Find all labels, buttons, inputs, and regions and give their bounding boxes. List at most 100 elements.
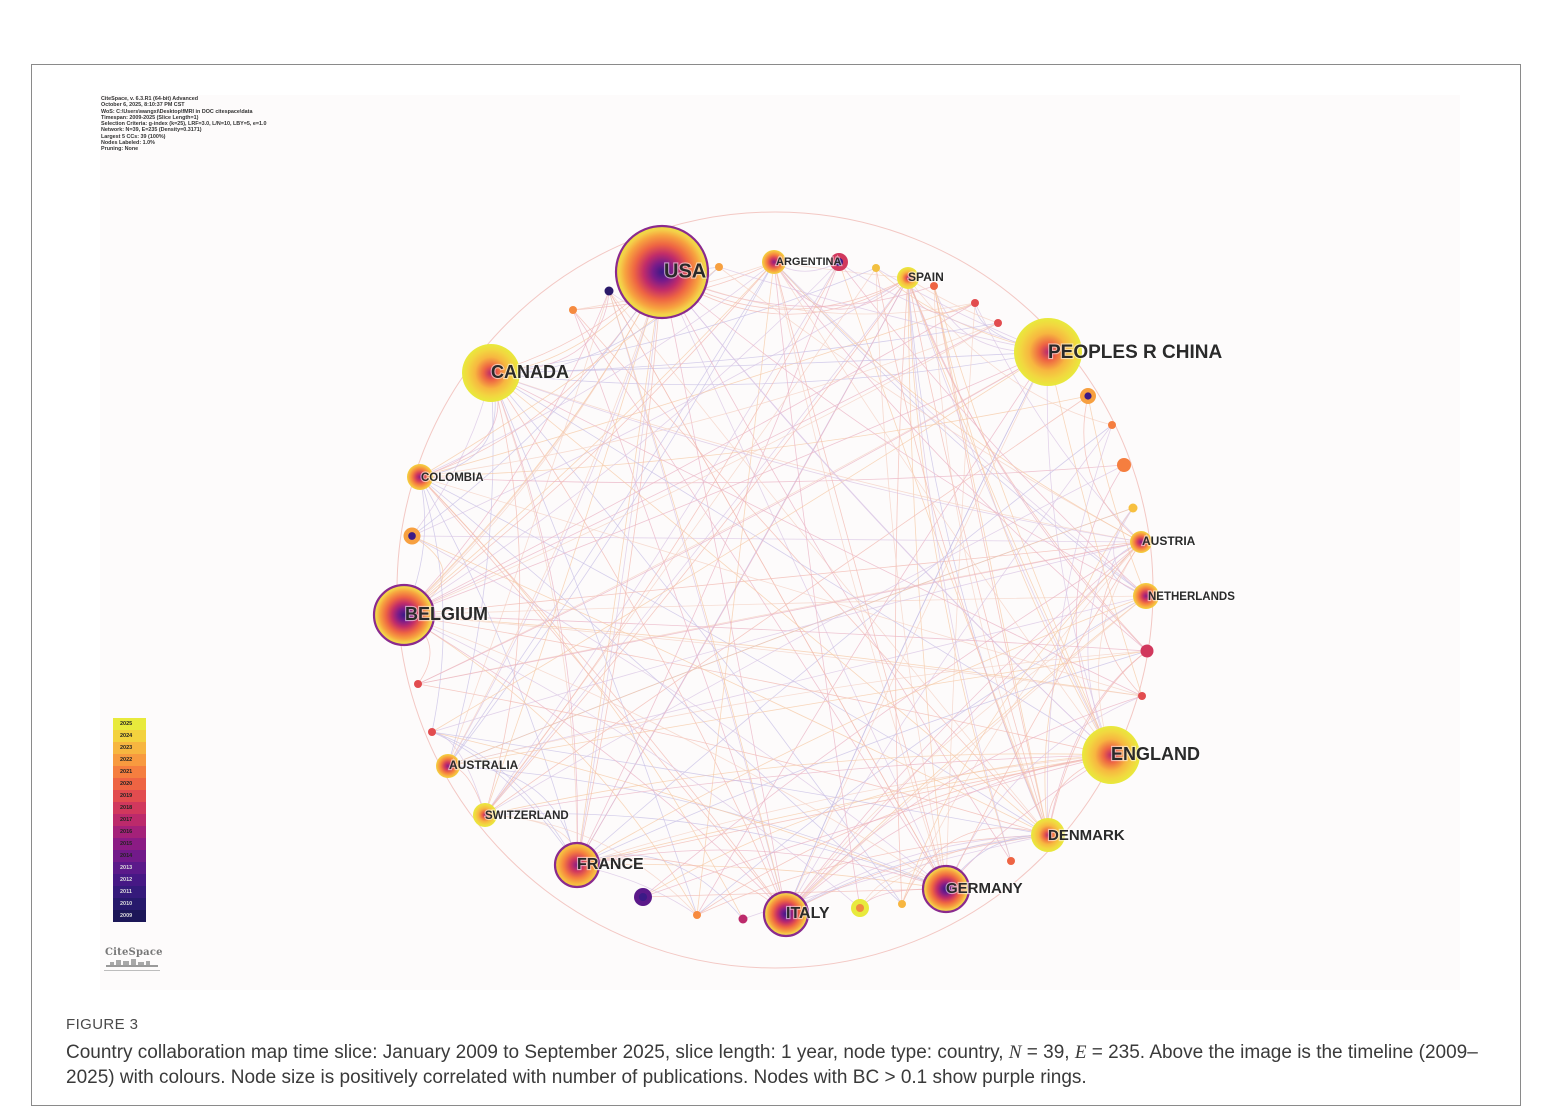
collaboration-edge <box>447 271 663 767</box>
collaboration-edge <box>576 754 1112 866</box>
collaboration-edge <box>490 372 1049 836</box>
country-node-small <box>930 282 938 290</box>
collaboration-edge <box>661 271 787 915</box>
collaboration-edge <box>576 261 840 866</box>
country-label-germany: GERMANY <box>946 880 1023 897</box>
collaboration-edge <box>576 271 663 866</box>
collaboration-edge <box>933 285 1112 756</box>
meta-line: October 6, 2025, 8:10:37 PM CST <box>101 102 185 109</box>
country-node-usa <box>614 224 710 320</box>
collaboration-edge <box>907 277 1012 862</box>
collaboration-edge <box>576 271 663 866</box>
country-label-belgium: BELGIUM <box>405 604 488 624</box>
meta-line: Selection Criteria: g-index (k=25), LRF=… <box>101 121 267 128</box>
collaboration-edge <box>661 271 1147 597</box>
legend-year-2019: 2019 <box>113 790 146 802</box>
collaboration-edge <box>773 261 1148 652</box>
network-edges <box>396 211 1154 969</box>
collaboration-edge <box>1046 351 1112 756</box>
country-node-netherlands <box>1133 583 1159 609</box>
collaboration-edge <box>417 351 1049 685</box>
collaboration-edge <box>576 858 787 915</box>
collaboration-edge <box>661 271 947 890</box>
citespace-meta-info: CiteSpace, v. 6.3.R1 (64-bit) Advanced Oc… <box>101 96 267 153</box>
caption-part-2: = 39, <box>1021 1042 1075 1063</box>
collaboration-edge <box>901 827 1049 905</box>
collaboration-edge <box>411 535 1142 543</box>
collaboration-edge <box>419 476 787 915</box>
collaboration-edge <box>419 476 903 905</box>
collaboration-edge <box>572 309 787 915</box>
collaboration-edge <box>419 476 1049 836</box>
collaboration-edge <box>447 271 663 767</box>
collaboration-edge <box>403 261 775 616</box>
collaboration-edge <box>431 541 1142 733</box>
collaboration-edge <box>431 731 486 816</box>
collaboration-edge <box>576 277 909 866</box>
collaboration-edge <box>431 731 947 890</box>
caption-part-1: Country collaboration map time slice: Ja… <box>66 1042 1009 1063</box>
collaboration-edge <box>907 277 1112 756</box>
country-node-colombia <box>407 464 433 490</box>
country-node-peoples-r-china <box>1014 318 1082 386</box>
country-label-austria: AUSTRIA <box>1142 534 1196 548</box>
collaboration-edge <box>608 290 947 890</box>
caption-part-3: = 235. Above the image is the timeline (… <box>66 1042 1478 1088</box>
collaboration-edge <box>447 290 610 767</box>
collaboration-edge <box>1113 507 1147 597</box>
collaboration-edge <box>403 541 1142 616</box>
country-node-small <box>1128 503 1138 513</box>
legend-year-2009: 2009 <box>113 910 146 922</box>
country-node-small <box>1007 857 1015 865</box>
country-node-small <box>569 306 577 314</box>
legend-year-2014: 2014 <box>113 850 146 862</box>
collaboration-edge <box>838 261 1049 836</box>
network-labels: USA ARGENTINA SPAIN PEOPLES R CHINA AUSTRIA N… <box>404 255 1236 924</box>
collaboration-edge <box>907 277 1112 756</box>
country-node-small <box>994 319 1002 327</box>
collaboration-edge <box>490 372 1142 543</box>
collaboration-edge <box>1046 424 1113 836</box>
collaboration-edge <box>419 302 976 478</box>
country-node-germany <box>921 864 971 914</box>
collaboration-edge <box>773 261 1147 597</box>
figure-panel <box>100 95 1460 990</box>
collaboration-edge <box>411 535 1049 836</box>
collaboration-edge <box>490 372 1142 543</box>
collaboration-edge <box>403 351 1049 616</box>
collaboration-edge <box>785 834 1049 915</box>
country-node-england <box>1082 726 1140 784</box>
collaboration-edge <box>419 476 787 915</box>
country-label-italy: ITALY <box>786 905 830 922</box>
collaboration-edge <box>484 277 909 816</box>
collaboration-edge <box>403 614 698 916</box>
collaboration-edge <box>576 863 947 890</box>
collaboration-edge <box>933 285 1049 836</box>
collaboration-edge <box>411 277 909 537</box>
collaboration-edge <box>419 464 1125 484</box>
collaboration-edge <box>419 476 578 866</box>
collaboration-edge <box>417 351 1049 685</box>
country-node-small <box>872 264 880 272</box>
collaboration-edge <box>773 261 1112 756</box>
collaboration-edge <box>490 372 578 866</box>
collaboration-edge <box>490 267 877 374</box>
legend-year-2010: 2010 <box>113 898 146 910</box>
collaboration-edge <box>447 595 1147 767</box>
country-node-small-core <box>638 892 648 902</box>
collaboration-edge <box>1087 507 1134 756</box>
collaboration-edge <box>431 731 1049 836</box>
collaboration-edge <box>403 322 999 616</box>
collaboration-edge <box>447 261 775 767</box>
legend-year-2020: 2020 <box>113 778 146 790</box>
collaboration-edge <box>431 731 578 866</box>
country-node-france <box>553 841 601 889</box>
meta-line: Nodes Labeled: 1.0% <box>101 140 155 147</box>
collaboration-edge <box>572 309 947 890</box>
collaboration-edge <box>447 507 1134 767</box>
collaboration-edge <box>838 261 1049 353</box>
collaboration-edge <box>895 277 909 905</box>
country-label-denmark: DENMARK <box>1048 827 1125 844</box>
logo-graphic <box>104 959 160 971</box>
collaboration-edge <box>1101 541 1143 697</box>
